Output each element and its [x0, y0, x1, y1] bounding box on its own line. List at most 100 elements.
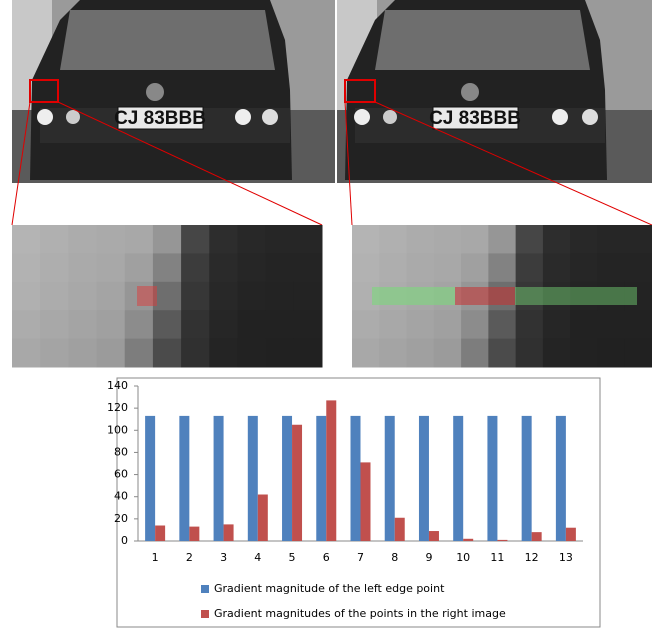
y-tick-label: 140: [107, 379, 128, 392]
bar: [214, 416, 224, 541]
bar: [487, 416, 497, 541]
pixel: [266, 282, 295, 311]
pixel: [543, 310, 571, 339]
bar: [145, 416, 155, 541]
y-tick-label: 40: [114, 490, 128, 503]
bar: [453, 416, 463, 541]
pixel: [407, 253, 435, 282]
bar: [248, 416, 258, 541]
figure: CJ 83BBB CJ 83BBB 0204060801001201401234…: [0, 0, 652, 629]
pixel: [209, 339, 238, 368]
pixel: [237, 225, 266, 254]
x-tick-label: 10: [456, 551, 470, 564]
bar: [155, 526, 165, 542]
pixel: [181, 339, 210, 368]
pixel: [153, 282, 182, 311]
pixel: [97, 253, 126, 282]
y-tick-label: 80: [114, 445, 128, 458]
pixel: [543, 253, 571, 282]
bar: [566, 528, 576, 541]
pixel: [379, 339, 407, 368]
bar: [522, 416, 532, 541]
bar: [556, 416, 566, 541]
legend-swatch: [201, 585, 209, 593]
legend-swatch: [201, 610, 209, 618]
bar: [258, 495, 268, 542]
pixel: [125, 253, 154, 282]
x-tick-label: 7: [357, 551, 364, 564]
pixel: [12, 282, 41, 311]
bar: [292, 425, 302, 541]
y-tick-label: 60: [114, 468, 128, 481]
pixel: [68, 310, 97, 339]
pixel: [209, 282, 238, 311]
pixel: [434, 339, 462, 368]
pixel: [488, 339, 516, 368]
bar: [326, 400, 336, 541]
pixel: [266, 339, 295, 368]
pixel: [153, 225, 182, 254]
pixel: [181, 225, 210, 254]
pixel: [181, 282, 210, 311]
pixel: [597, 225, 625, 254]
pixel: [434, 225, 462, 254]
pixel: [209, 225, 238, 254]
search-highlight: [372, 287, 455, 305]
pixel: [125, 339, 154, 368]
pixel: [597, 339, 625, 368]
pixel: [570, 225, 598, 254]
pixel: [488, 225, 516, 254]
pixel: [266, 253, 295, 282]
x-tick-label: 8: [391, 551, 398, 564]
y-tick-label: 100: [107, 423, 128, 436]
pixel: [237, 310, 266, 339]
right-zoom: [352, 225, 652, 368]
pixel: [597, 253, 625, 282]
pixel: [625, 225, 652, 254]
x-tick-label: 5: [289, 551, 296, 564]
pixel: [352, 225, 380, 254]
bar: [463, 539, 473, 541]
bar: [429, 531, 439, 541]
pixel: [294, 225, 323, 254]
pixel: [40, 225, 69, 254]
bar: [179, 416, 189, 541]
x-tick-label: 11: [490, 551, 504, 564]
pixel: [407, 339, 435, 368]
pixel: [461, 225, 489, 254]
pixel: [209, 310, 238, 339]
pixel: [352, 339, 380, 368]
pixel: [237, 253, 266, 282]
y-tick-label: 0: [121, 534, 128, 547]
x-tick-label: 13: [559, 551, 573, 564]
pixel: [12, 339, 41, 368]
pixel: [68, 282, 97, 311]
match-highlight: [455, 287, 515, 305]
bar: [385, 416, 395, 541]
pixel: [352, 253, 380, 282]
pixel: [125, 225, 154, 254]
pixel: [516, 339, 544, 368]
pixel: [40, 253, 69, 282]
pixel: [153, 253, 182, 282]
bar: [361, 462, 371, 541]
pixel: [625, 253, 652, 282]
pixel: [488, 253, 516, 282]
pixel: [12, 310, 41, 339]
pixel: [12, 253, 41, 282]
pixel: [434, 253, 462, 282]
bar: [282, 416, 292, 541]
bar: [224, 524, 234, 541]
pixel: [407, 225, 435, 254]
x-tick-label: 1: [152, 551, 159, 564]
bar: [189, 527, 199, 541]
pixel: [266, 225, 295, 254]
bar: [395, 518, 405, 541]
pixel: [294, 339, 323, 368]
license-plate: CJ 83BBB: [114, 108, 206, 129]
bar: [351, 416, 361, 541]
pixel: [97, 339, 126, 368]
x-tick-label: 2: [186, 551, 193, 564]
y-tick-label: 20: [114, 512, 128, 525]
pixel: [379, 310, 407, 339]
